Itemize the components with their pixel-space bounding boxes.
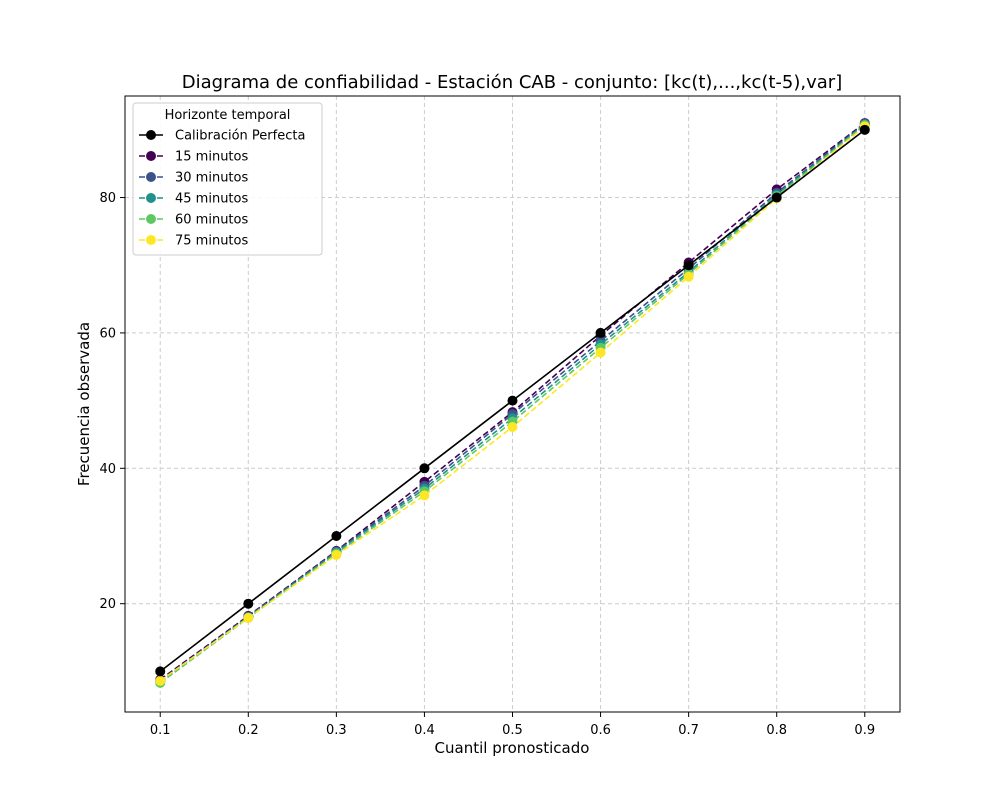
data-point [331, 531, 342, 541]
data-point [683, 260, 694, 271]
x-tick-label: 0.4 [414, 723, 435, 738]
series-calibraci-n-perfecta [155, 124, 870, 677]
x-tick-label: 0.8 [766, 723, 787, 738]
data-point [683, 271, 694, 282]
legend-marker [146, 214, 156, 224]
series-group [155, 118, 870, 688]
x-axis-label: Cuantil pronosticado [435, 739, 590, 757]
legend-marker [146, 151, 156, 161]
data-point [243, 612, 254, 623]
chart-title: Diagrama de confiabilidad - Estación CAB… [182, 72, 842, 93]
y-tick-label: 80 [99, 191, 116, 206]
legend: Horizonte temporal Calibración Perfecta 15… [132, 102, 323, 256]
x-tick-label: 0.9 [854, 723, 875, 738]
legend-marker [146, 193, 156, 203]
legend-title: Horizonte temporal [165, 108, 291, 123]
y-tick-label: 20 [99, 597, 116, 612]
legend-label: 30 minutos [175, 171, 248, 186]
data-point [859, 124, 870, 135]
x-tick-label: 0.7 [678, 723, 699, 738]
x-tick-label: 0.5 [502, 723, 523, 738]
data-point [595, 327, 606, 338]
x-tick-label: 0.2 [238, 723, 259, 738]
legend-marker [146, 235, 156, 245]
data-point [507, 422, 518, 433]
x-tick-label: 0.3 [326, 723, 347, 738]
legend-label: 75 minutos [175, 234, 248, 249]
data-point [419, 463, 430, 474]
y-tick-label: 60 [99, 326, 116, 341]
y-axis-label: Frecuencia observada [75, 322, 93, 486]
data-point [155, 675, 166, 686]
legend-marker [146, 172, 156, 182]
legend-marker [146, 130, 156, 140]
axis-ticks: 0.1 0.2 0.3 0.4 0.5 0.6 0.7 0.8 0.9 20 40 60 80 [99, 191, 875, 738]
data-point [155, 666, 166, 677]
y-tick-label: 40 [99, 462, 116, 477]
data-point [243, 598, 254, 609]
x-tick-label: 0.6 [590, 723, 611, 738]
legend-label: 60 minutos [175, 213, 248, 228]
data-point [419, 490, 430, 501]
data-point [507, 395, 518, 406]
data-point [595, 347, 606, 358]
x-tick-label: 0.1 [150, 723, 171, 738]
legend-label: 45 minutos [175, 192, 248, 207]
legend-label: 15 minutos [175, 150, 248, 165]
legend-label: Calibración Perfecta [175, 129, 305, 144]
data-point [331, 549, 342, 560]
legend-box [132, 102, 323, 256]
data-point [771, 192, 782, 203]
